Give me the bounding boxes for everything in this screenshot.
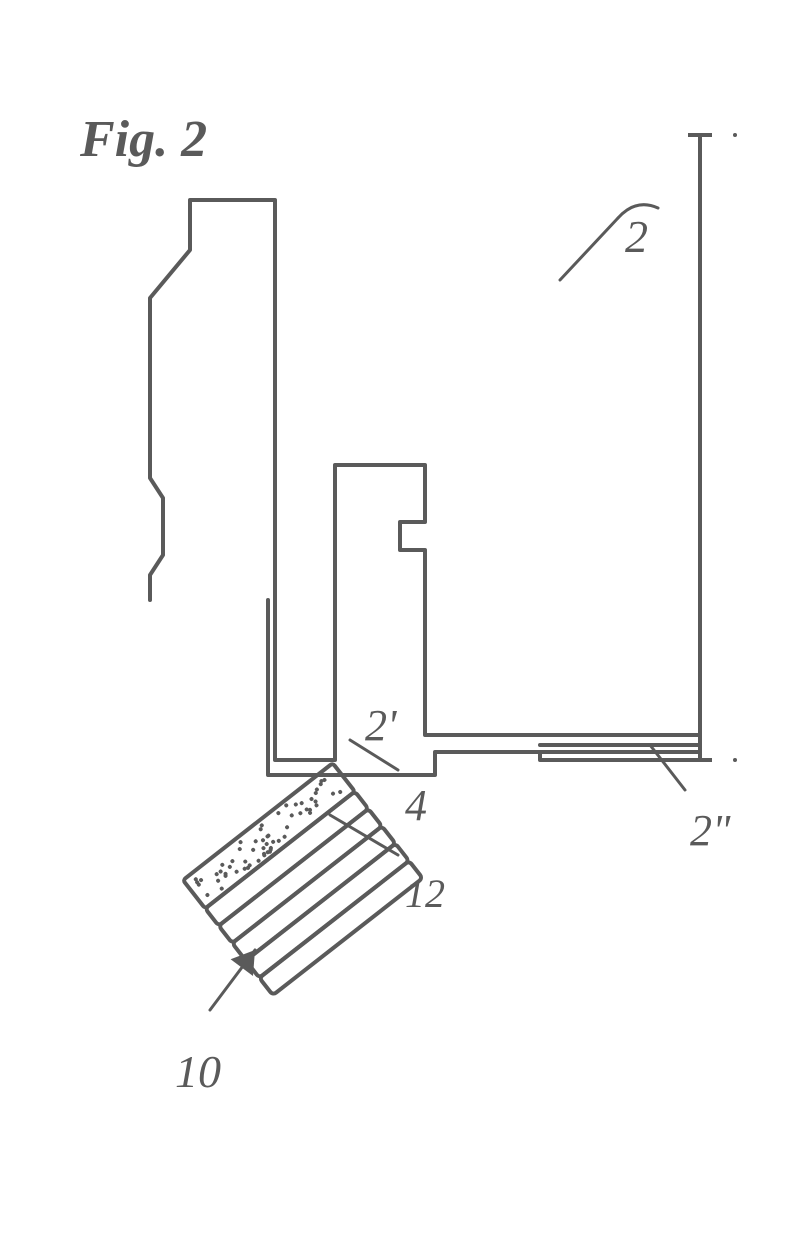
- ref-12: 12: [405, 870, 445, 917]
- heatsink-stack: [183, 763, 423, 995]
- ref-10: 10: [175, 1045, 221, 1098]
- ref-2: 2: [625, 210, 648, 263]
- ref-4: 4: [405, 780, 427, 831]
- technical-drawing: [0, 0, 804, 1233]
- ref-2-prime: 2': [365, 700, 396, 751]
- ref-2-dprime: 2": [690, 805, 730, 856]
- disc-profile: [150, 133, 737, 775]
- leader-lines: [210, 205, 685, 1010]
